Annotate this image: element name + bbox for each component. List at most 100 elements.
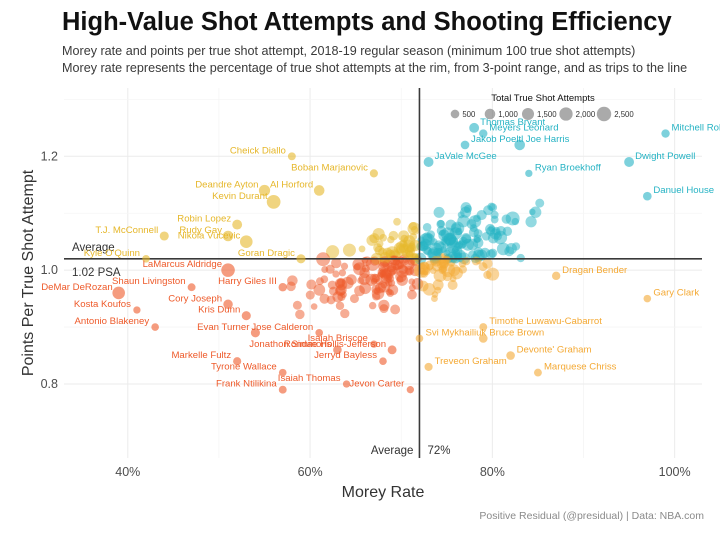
player-point bbox=[415, 334, 424, 343]
player-point bbox=[624, 157, 635, 167]
player-point bbox=[232, 219, 243, 230]
player-label: Gary Clark bbox=[653, 288, 699, 299]
player-point bbox=[479, 129, 488, 138]
player-label: Evan Turner bbox=[197, 322, 250, 333]
player-point bbox=[365, 257, 380, 271]
player-point bbox=[457, 211, 465, 219]
player-point bbox=[342, 243, 356, 257]
x-tick-label: 100% bbox=[659, 465, 691, 479]
player-point bbox=[306, 279, 317, 290]
player-label: T.J. McConnell bbox=[95, 225, 158, 236]
player-point bbox=[533, 368, 542, 377]
player-label: Kyle O'Quinn bbox=[84, 248, 140, 259]
player-label: Al Horford bbox=[270, 179, 313, 190]
player-point bbox=[514, 139, 526, 151]
size-legend-label: 1,000 bbox=[498, 110, 518, 119]
player-point bbox=[287, 152, 296, 161]
player-label: Jonathon Simmons bbox=[249, 339, 331, 350]
player-point bbox=[535, 198, 545, 208]
player-point bbox=[313, 284, 326, 296]
player-point bbox=[396, 243, 409, 256]
player-point bbox=[278, 368, 287, 377]
player-point bbox=[278, 283, 287, 292]
player-point bbox=[478, 262, 488, 272]
player-point bbox=[266, 194, 281, 209]
player-label: Markelle Fultz bbox=[171, 350, 231, 361]
player-point bbox=[239, 235, 253, 248]
player-point bbox=[379, 357, 387, 366]
player-label: Dwight Powell bbox=[635, 151, 695, 162]
player-point bbox=[258, 184, 271, 197]
player-point bbox=[187, 283, 196, 292]
player-point bbox=[335, 285, 346, 297]
player-label: JaVale McGee bbox=[435, 151, 497, 162]
player-point bbox=[378, 247, 387, 257]
player-point bbox=[448, 236, 456, 245]
size-legend-circle bbox=[484, 108, 496, 120]
size-legend-label: 2,000 bbox=[576, 110, 596, 119]
player-label: Tyrone Wallace bbox=[211, 362, 277, 373]
player-point bbox=[386, 289, 395, 297]
size-legend-circle bbox=[521, 107, 535, 121]
player-point bbox=[349, 294, 359, 304]
player-point bbox=[315, 328, 324, 337]
player-point bbox=[368, 301, 377, 310]
player-point bbox=[393, 217, 401, 226]
player-point bbox=[423, 157, 434, 167]
player-point bbox=[295, 309, 305, 320]
player-point bbox=[359, 267, 370, 279]
player-label: Rondae Hollis-Jefferson bbox=[284, 339, 386, 350]
player-label: Deandre Ayton bbox=[195, 179, 258, 190]
y-tick-label: 0.8 bbox=[41, 377, 58, 391]
player-point bbox=[378, 261, 390, 273]
player-label: Isaiah Thomas bbox=[278, 373, 341, 384]
player-point bbox=[433, 247, 442, 257]
player-label: Meyers Leonard bbox=[489, 123, 558, 134]
player-point bbox=[661, 129, 670, 138]
player-point bbox=[305, 290, 315, 300]
player-point bbox=[359, 282, 372, 295]
chart-subtitle-line-1: Morey rate and points per true shot atte… bbox=[62, 44, 636, 58]
player-point bbox=[376, 240, 384, 248]
player-point bbox=[353, 263, 361, 271]
average-y-label: Average bbox=[72, 242, 115, 254]
player-point bbox=[361, 256, 369, 264]
player-point bbox=[221, 263, 235, 277]
player-label: Marquese Chriss bbox=[544, 362, 617, 373]
player-label: Joe Harris bbox=[526, 134, 570, 145]
player-label: Antonio Blakeney bbox=[74, 316, 149, 327]
player-point bbox=[478, 334, 488, 343]
player-point bbox=[319, 293, 330, 304]
player-point bbox=[313, 185, 325, 196]
player-label: Svi Mykhailiuk bbox=[425, 327, 486, 338]
player-point bbox=[458, 265, 467, 274]
player-point bbox=[463, 204, 472, 214]
player-point bbox=[403, 235, 416, 248]
player-point bbox=[278, 385, 287, 394]
player-label: Kris Dunn bbox=[198, 305, 240, 316]
x-axis-title: Morey Rate bbox=[342, 484, 425, 501]
player-point bbox=[418, 241, 428, 251]
player-label: Treveon Graham bbox=[435, 356, 507, 367]
player-label: Mitchell Robinson bbox=[672, 123, 720, 134]
chart-subtitle-line-2: Morey rate represents the percentage of … bbox=[62, 61, 688, 75]
y-tick-label: 1.0 bbox=[41, 263, 58, 277]
x-tick-label: 60% bbox=[298, 465, 323, 479]
player-point bbox=[390, 304, 401, 315]
labeled-points bbox=[112, 122, 670, 394]
x-tick-label: 80% bbox=[480, 465, 505, 479]
player-point bbox=[431, 295, 438, 302]
player-point bbox=[342, 380, 351, 388]
player-point bbox=[326, 245, 340, 259]
player-label: Cheick Diallo bbox=[230, 145, 286, 156]
chart-title: High-Value Shot Attempts and Shooting Ef… bbox=[62, 8, 672, 36]
player-point bbox=[112, 286, 125, 300]
player-point bbox=[159, 231, 169, 241]
player-point bbox=[469, 122, 480, 133]
player-point bbox=[378, 299, 390, 311]
player-point bbox=[490, 215, 499, 224]
player-point bbox=[417, 280, 429, 292]
player-point bbox=[346, 274, 357, 285]
